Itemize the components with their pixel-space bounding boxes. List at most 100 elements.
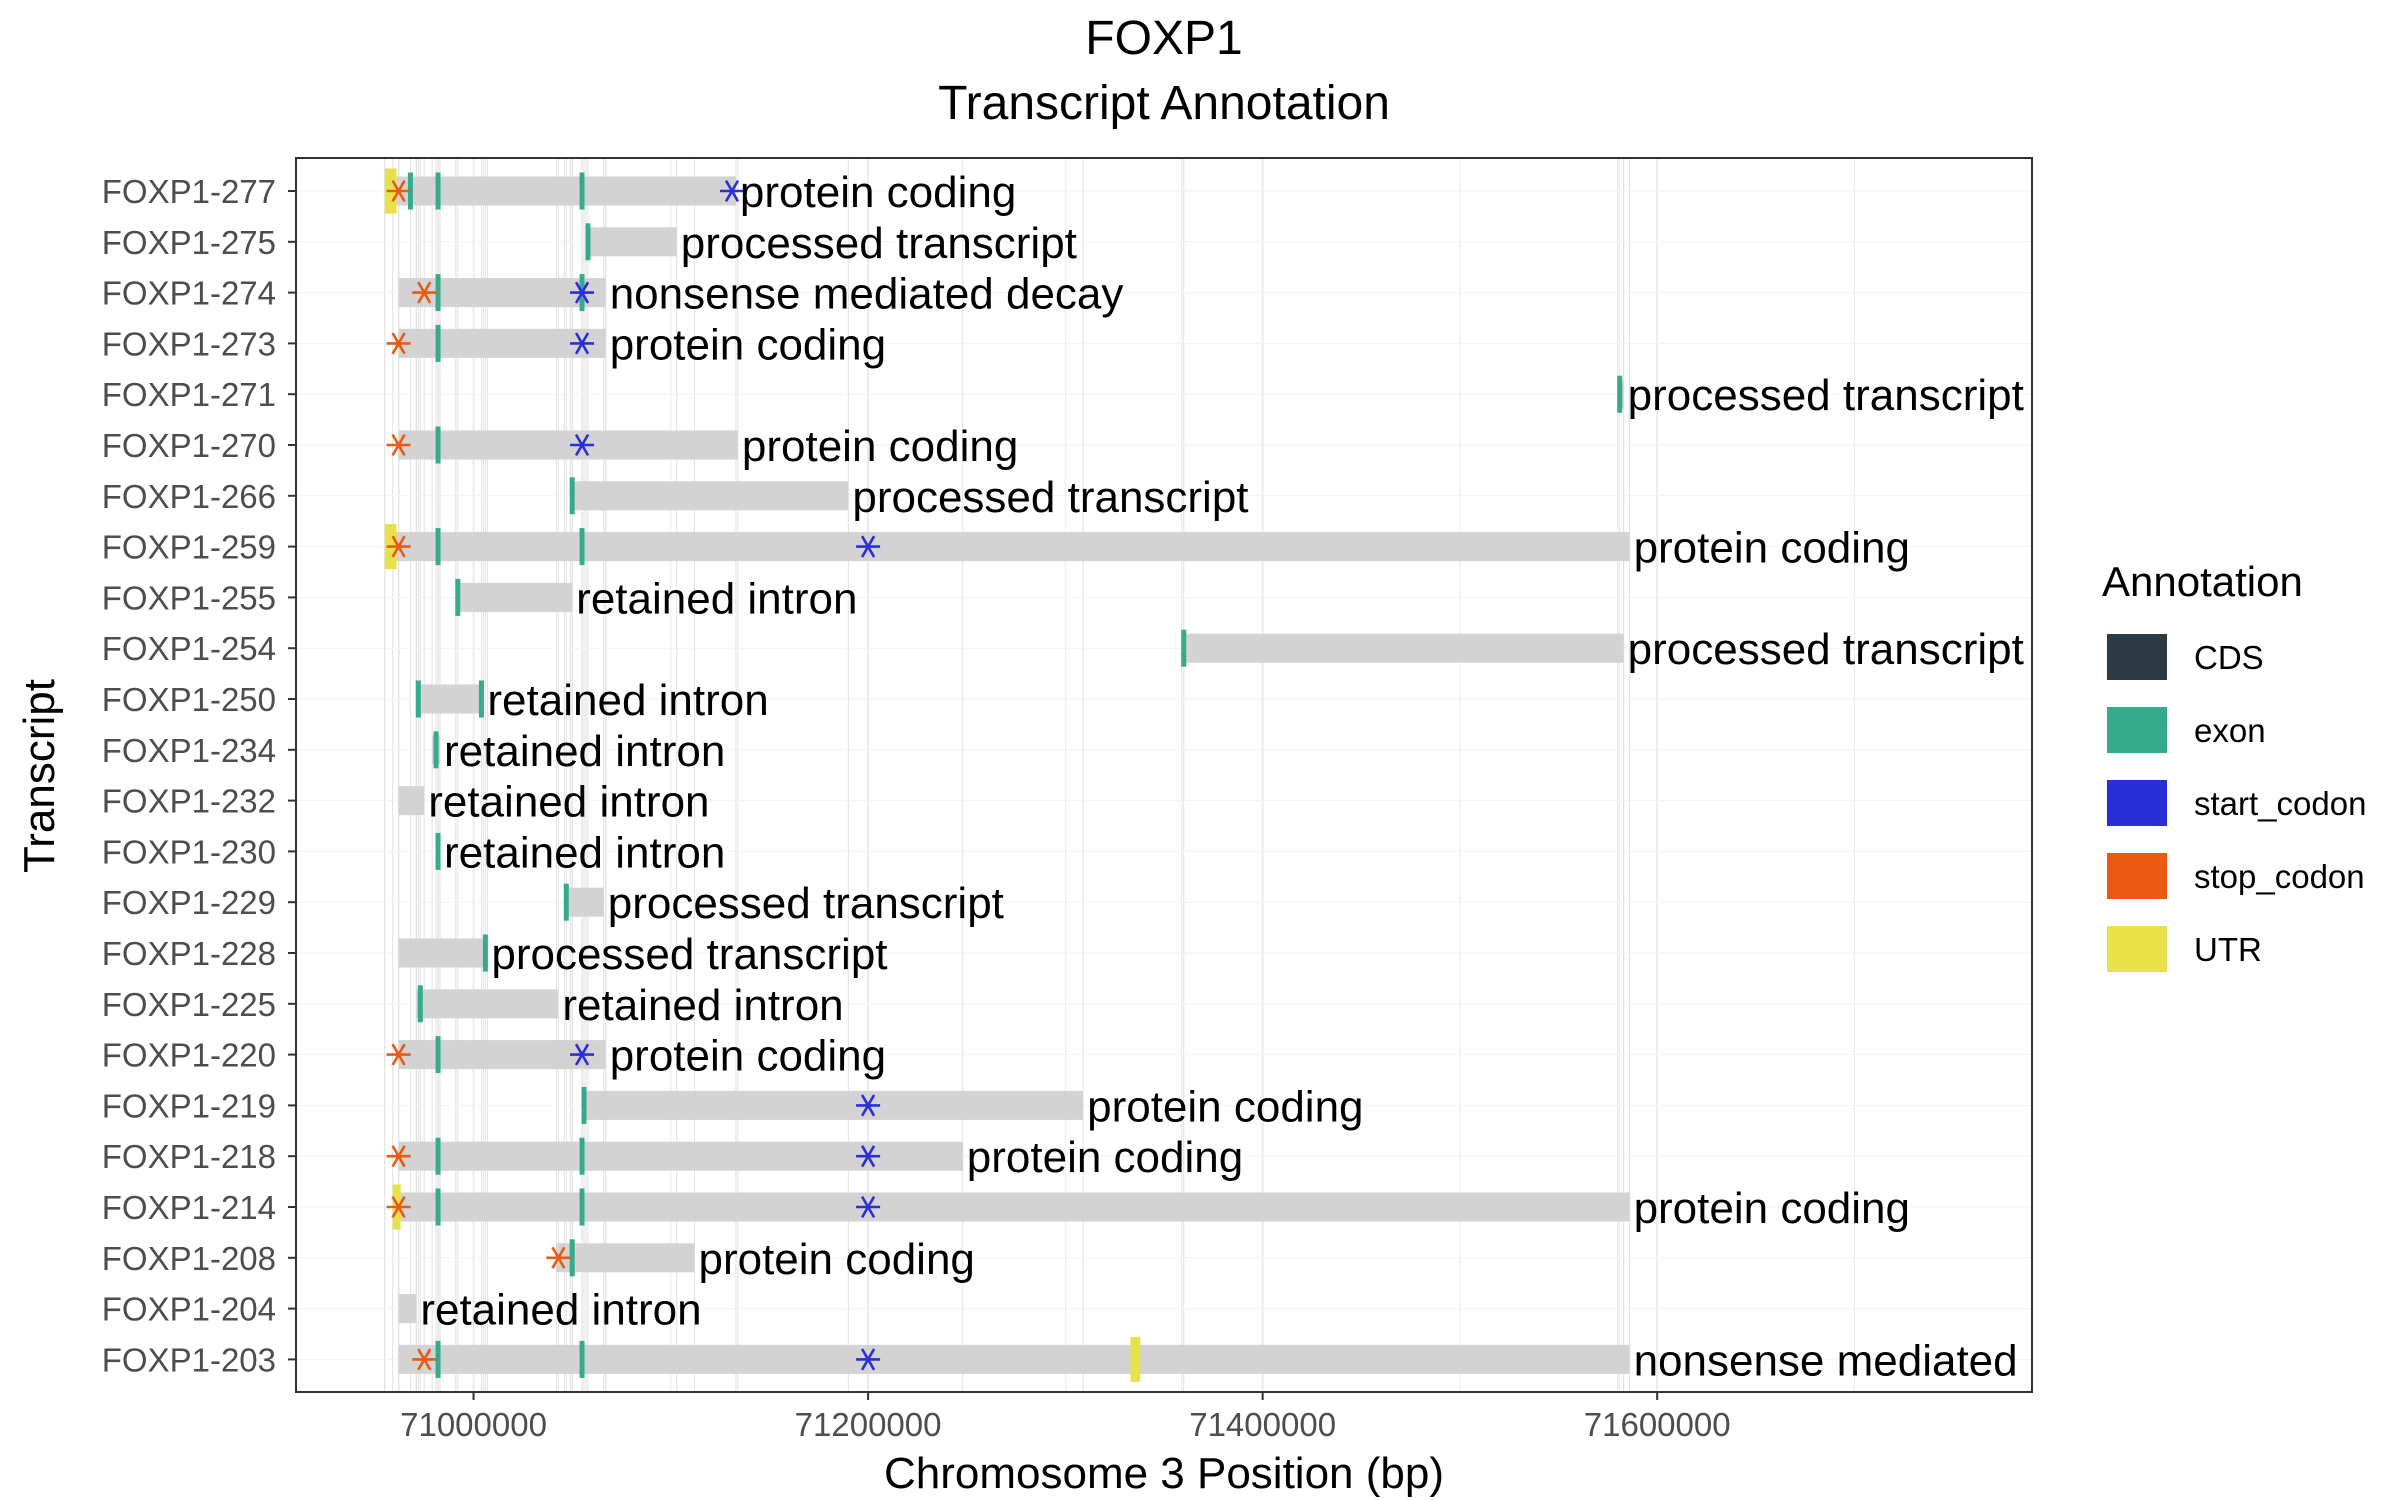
stop-codon-mark [386,179,411,203]
y-axis-label: Transcript [15,679,64,873]
y-tick-label: FOXP1-218 [102,1138,276,1175]
transcript-type-label: protein coding [967,1133,1243,1182]
x-tick-label: 71400000 [1189,1406,1336,1443]
stop-codon-mark [386,433,411,457]
y-tick-label: FOXP1-274 [102,275,276,312]
chart-subtitle: Transcript Annotation [938,77,1390,130]
start-codon-mark [570,332,595,355]
transcript-type-label: retained intron [428,778,709,827]
legend-label: UTR [2194,931,2262,968]
transcript-type-label: protein coding [610,1032,886,1081]
start-codon-mark [856,1348,881,1371]
x-tick-label: 71600000 [1584,1406,1731,1443]
y-tick-label: FOXP1-229 [102,884,276,921]
transcript-span [582,1090,1084,1120]
legend-swatch-exon [2107,707,2167,753]
transcript-span [585,227,677,257]
transcript-span [384,532,1630,562]
exon-mark [435,1188,441,1226]
exon-mark [563,883,569,921]
exon-mark [433,731,439,769]
transcript-type-label: nonsense mediated decay [610,270,1124,319]
exon-mark [482,934,488,972]
exon-mark [435,426,441,464]
exon-mark [585,223,591,261]
transcript-type-label: protein coding [698,1235,974,1284]
exon-mark [435,172,441,210]
transcript-span [398,1294,417,1324]
transcript-span [416,684,484,714]
y-tick-label: FOXP1-259 [102,529,276,566]
legend-label: start_codon [2194,785,2366,822]
stop-codon-mark [546,1246,571,1269]
transcript-type-label: protein coding [1634,1184,1910,1233]
exon-mark [435,1036,441,1074]
transcript-span [416,989,559,1019]
exon-mark [435,274,441,312]
exon-mark [1181,629,1187,667]
transcript-span [1181,633,1624,663]
y-axis-ticks: FOXP1-277 FOXP1-275 FOXP1-274 FOXP1-273 FOXP… [102,173,296,1378]
start-codon-mark [570,1043,595,1066]
transcript-type-label: protein coding [610,320,886,369]
x-axis-ticks: 71000000 71200000 71400000 71600000 [400,1392,1731,1443]
legend: Annotation CDS exon start_codon stop_codon U… [2102,558,2366,972]
transcript-span [455,582,573,612]
exon-mark [579,172,585,210]
exon-mark [435,528,441,566]
exon-mark [569,477,575,515]
chart-title: FOXP1 [1085,12,1242,65]
y-tick-label: FOXP1-273 [102,325,276,362]
y-tick-label: FOXP1-234 [102,732,276,769]
exon-mark [435,1340,441,1378]
transcript-type-label: processed transcript [852,473,1248,522]
start-codon-mark [856,1195,881,1219]
plot-panel-border [295,157,2033,1393]
x-tick-label: 71000000 [400,1406,547,1443]
exon-mark [581,1086,587,1124]
y-tick-label: FOXP1-277 [102,173,276,210]
transcript-type-label: processed transcript [1628,371,2024,420]
stop-codon-mark [386,535,411,558]
stop-codon-mark [412,281,437,304]
stop-codon-mark [386,1195,411,1219]
start-codon-mark [570,281,595,304]
y-tick-label: FOXP1-254 [102,630,276,667]
y-tick-label: FOXP1-250 [102,681,276,718]
y-tick-label: FOXP1-275 [102,224,276,261]
start-codon-mark [570,433,595,457]
transcript-span [392,1192,1630,1222]
transcript-bars [384,168,1630,1382]
exon-mark [579,1340,585,1378]
transcript-type-label: protein coding [1087,1082,1363,1131]
legend-label: CDS [2194,639,2264,676]
exon-mark [579,1137,585,1175]
y-tick-label: FOXP1-208 [102,1240,276,1277]
transcript-type-label: protein coding [740,168,1016,217]
y-tick-label: FOXP1-219 [102,1087,276,1124]
transcript-type-label: processed transcript [681,219,1077,268]
x-tick-label: 71200000 [795,1406,942,1443]
transcript-span [398,1344,1630,1374]
legend-swatch-cds [2107,634,2167,680]
legend-label: exon [2194,712,2266,749]
exon-mark [435,832,441,870]
start-codon-mark [856,1145,881,1168]
transcript-type-label: retained intron [576,574,857,623]
legend-title: Annotation [2102,558,2303,605]
transcript-type-label: protein coding [1634,524,1910,573]
exon-mark [417,985,423,1023]
legend-swatch-start-codon [2107,780,2167,826]
transcript-type-label: processed transcript [608,879,1004,928]
exon-mark [579,1188,585,1226]
transcript-span [384,176,736,206]
exon-mark [579,528,585,566]
y-tick-label: FOXP1-230 [102,833,276,870]
transcript-span [398,938,488,968]
y-tick-label: FOXP1-232 [102,783,276,820]
y-tick-label: FOXP1-225 [102,986,276,1023]
transcript-type-label: processed transcript [491,930,887,979]
x-axis-label: Chromosome 3 Position (bp) [884,1449,1444,1498]
